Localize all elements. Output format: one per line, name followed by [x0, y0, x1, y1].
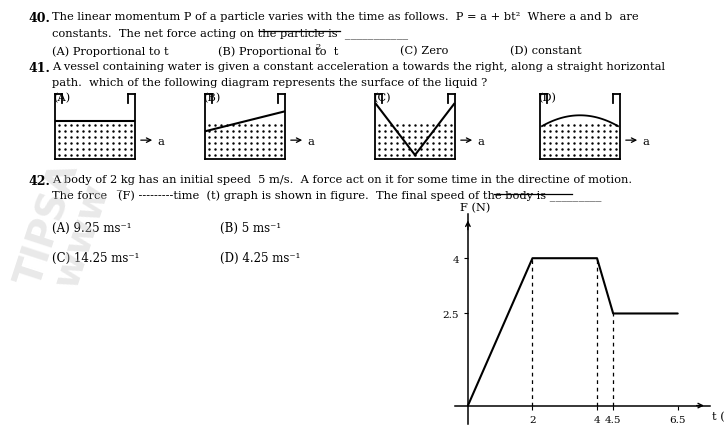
Text: 40.: 40.	[28, 12, 50, 25]
Text: a: a	[477, 137, 484, 147]
Text: a: a	[157, 137, 164, 147]
Text: (D): (D)	[538, 93, 556, 103]
Text: A body of 2 kg has an initial speed  5 m/s.  A force act on it for some time in : A body of 2 kg has an initial speed 5 m/…	[52, 174, 632, 184]
Text: (A): (A)	[53, 93, 70, 103]
Text: (C) 14.25 ms⁻¹: (C) 14.25 ms⁻¹	[52, 251, 139, 264]
Text: F (N): F (N)	[460, 202, 490, 213]
Text: 2: 2	[315, 43, 320, 51]
Text: t (s): t (s)	[712, 411, 725, 421]
Text: a: a	[307, 137, 314, 147]
Text: (A) Proportional to t: (A) Proportional to t	[52, 46, 169, 56]
Text: The force   (̅F) ---------time  (t) graph is shown in figure.  The final speed o: The force (̅F) ---------time (t) graph i…	[52, 191, 602, 202]
Text: TIPSA
www: TIPSA www	[11, 158, 120, 301]
Text: (B) Proportional to  t: (B) Proportional to t	[218, 46, 339, 56]
Text: (D) 4.25 ms⁻¹: (D) 4.25 ms⁻¹	[220, 251, 300, 264]
Text: a: a	[642, 137, 649, 147]
Text: constants.  The net force acting on the particle is  ___________: constants. The net force acting on the p…	[52, 28, 408, 39]
Text: (D) constant: (D) constant	[510, 46, 581, 56]
Text: (A) 9.25 ms⁻¹: (A) 9.25 ms⁻¹	[52, 221, 131, 234]
Text: (B) 5 ms⁻¹: (B) 5 ms⁻¹	[220, 221, 281, 234]
Text: The linear momentum P of a particle varies with the time as follows.  P = a + bt: The linear momentum P of a particle vari…	[52, 12, 639, 22]
Text: (C): (C)	[373, 93, 391, 103]
Text: path.  which of the following diagram represents the surface of the liquid ?: path. which of the following diagram rep…	[52, 78, 487, 88]
Text: 41.: 41.	[28, 62, 50, 75]
Text: 42.: 42.	[28, 174, 50, 187]
Text: (B): (B)	[203, 93, 220, 103]
Text: (C) Zero: (C) Zero	[400, 46, 448, 56]
Text: A vessel containing water is given a constant acceleration a towards the right, : A vessel containing water is given a con…	[52, 62, 665, 72]
